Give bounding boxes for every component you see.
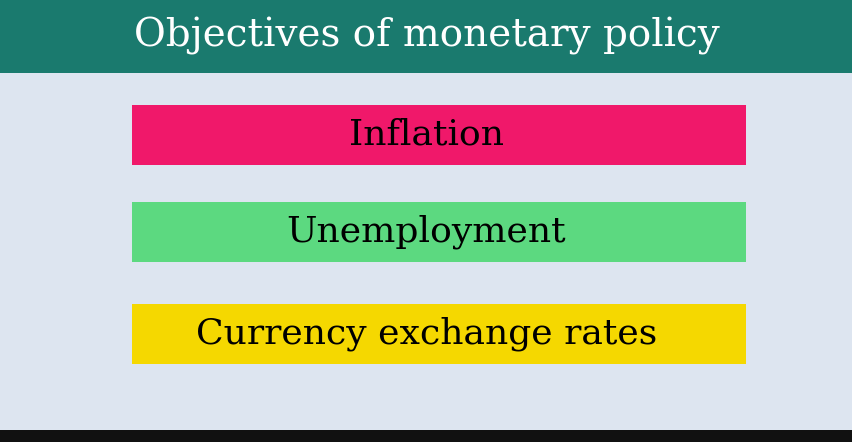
Text: Objectives of monetary policy: Objectives of monetary policy: [134, 18, 718, 55]
Bar: [132, 304, 746, 363]
Text: Inflation: Inflation: [348, 118, 504, 152]
Bar: [132, 105, 746, 165]
Text: Unemployment: Unemployment: [286, 215, 566, 249]
Bar: [0, 0, 852, 73]
Bar: [132, 202, 746, 262]
Bar: [0, 430, 852, 442]
Text: Currency exchange rates: Currency exchange rates: [196, 316, 656, 351]
